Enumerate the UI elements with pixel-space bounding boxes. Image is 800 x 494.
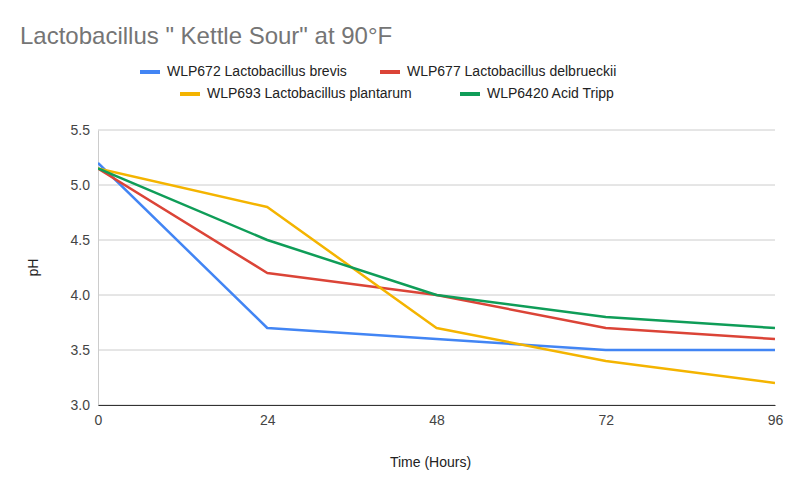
title: Lactobacillus " Kettle Sour" at 90°F [20, 22, 392, 49]
y-axis-title: pH [25, 259, 41, 277]
legend-label: WLP693 Lactobacillus plantarum [207, 85, 412, 101]
series-line [98, 169, 775, 340]
legend-label: WLP672 Lactobacillus brevis [167, 63, 347, 79]
legend-swatch [180, 92, 200, 96]
y-tick: 5.0 [71, 177, 98, 193]
x-axis-line [99, 405, 776, 406]
y-tick: 4.0 [71, 287, 98, 303]
x-tick-label: 24 [260, 412, 276, 428]
y-tick-label: 3.0 [71, 397, 91, 413]
x-tick: 0 [95, 405, 103, 428]
x-tick-label: 0 [95, 412, 103, 428]
legend-swatch [380, 70, 400, 74]
x-tick-label: 96 [768, 412, 784, 428]
grid-line [98, 185, 775, 186]
grid [98, 130, 775, 405]
x-tick: 48 [429, 405, 445, 428]
series-line [98, 169, 775, 384]
x-axis: 0 24 48 72 96 [95, 405, 784, 428]
legend-label: WLP677 Lactobacillus delbrueckii [407, 63, 616, 79]
y-tick-label: 3.5 [71, 342, 91, 358]
legend-item: WLP677 Lactobacillus delbrueckii [380, 63, 616, 79]
x-tick-label: 48 [429, 412, 445, 428]
y-axis-line [98, 131, 99, 406]
legend-label: WLP6420 Acid Tripp [487, 85, 614, 101]
legend: WLP672 Lactobacillus brevis WLP677 Lactob… [140, 63, 616, 101]
legend-item: WLP672 Lactobacillus brevis [140, 63, 347, 79]
y-axis: 3.0 3.5 4.0 4.5 5.0 5.5 [71, 122, 99, 413]
y-tick-label: 4.5 [71, 232, 91, 248]
plot-area [98, 163, 775, 383]
x-tick: 24 [260, 405, 276, 428]
x-tick-label: 72 [598, 412, 614, 428]
y-tick: 3.5 [71, 342, 98, 358]
x-tick: 72 [598, 405, 614, 428]
x-axis-title: Time (Hours) [390, 454, 471, 470]
legend-swatch [460, 92, 480, 96]
chart: Lactobacillus " Kettle Sour" at 90°F3.03… [0, 0, 800, 494]
y-tick-label: 4.0 [71, 287, 91, 303]
y-tick-label: 5.5 [71, 122, 91, 138]
grid-line [98, 130, 775, 131]
legend-item: WLP6420 Acid Tripp [460, 85, 614, 101]
grid-line [98, 240, 775, 241]
y-tick: 3.0 [71, 397, 98, 413]
legend-swatch [140, 70, 160, 74]
legend-item: WLP693 Lactobacillus plantarum [180, 85, 412, 101]
series-line [98, 169, 775, 329]
y-tick: 4.5 [71, 232, 98, 248]
y-tick-label: 5.0 [71, 177, 91, 193]
x-tick: 96 [768, 405, 784, 428]
grid-line [98, 405, 775, 406]
y-tick: 5.5 [71, 122, 98, 138]
